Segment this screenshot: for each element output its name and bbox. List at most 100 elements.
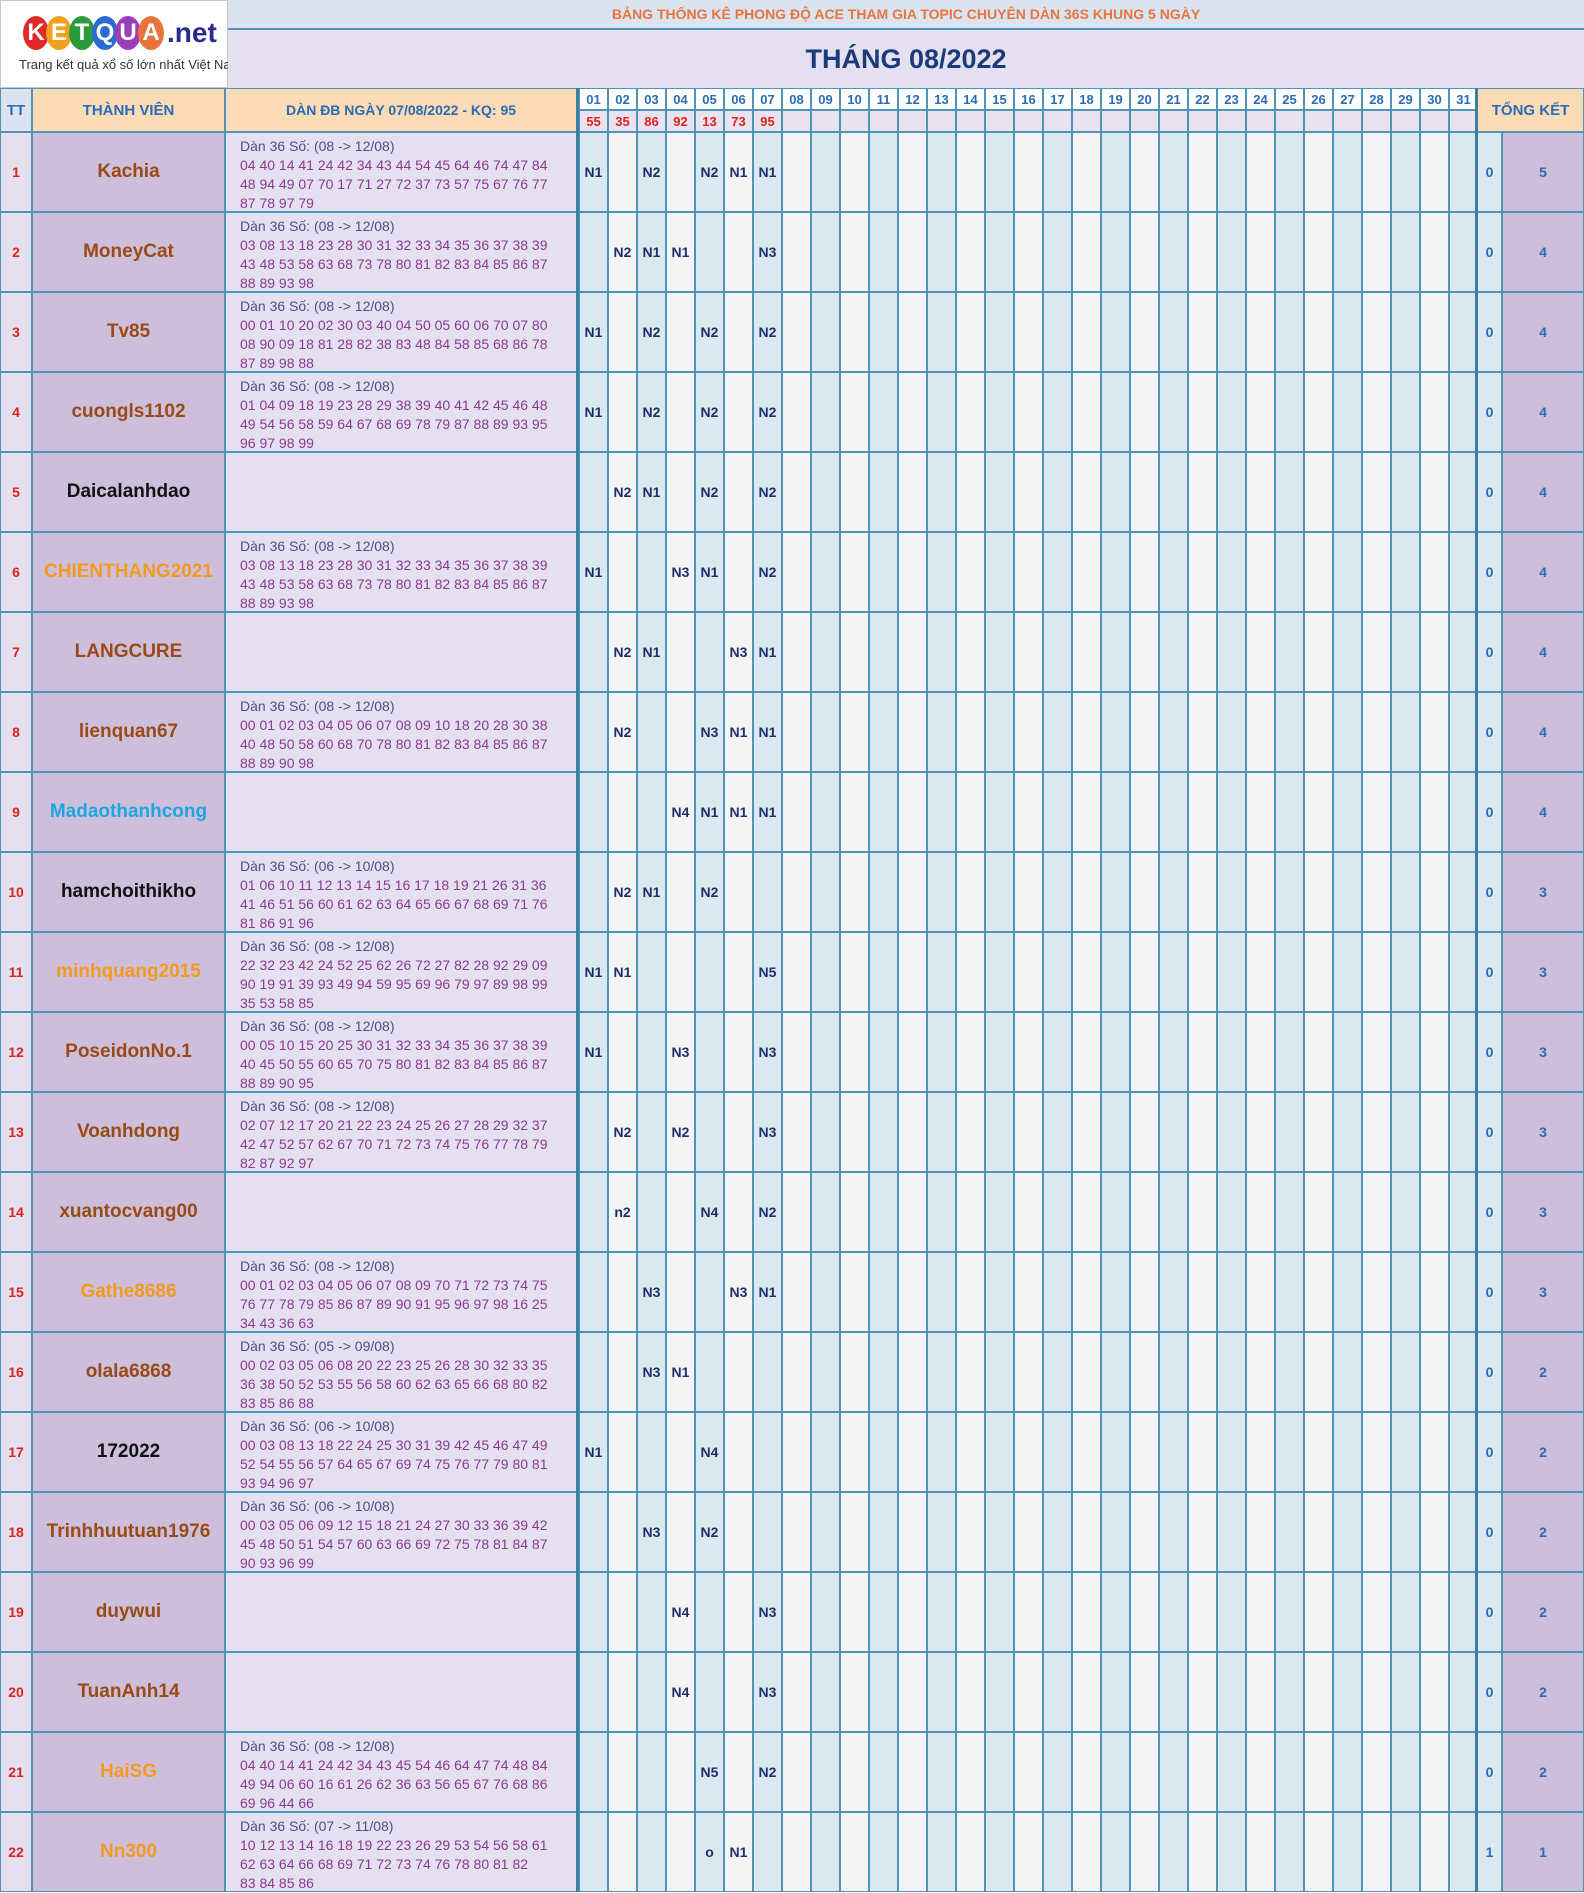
- day-cell: [811, 532, 840, 612]
- total-a: 0: [1477, 1412, 1502, 1492]
- day-cell: [1130, 1252, 1159, 1332]
- member-name: Trinhhuutuan1976: [32, 1492, 225, 1572]
- member-name: Voanhdong: [32, 1092, 225, 1172]
- day-cell: N1: [579, 1012, 608, 1092]
- member-name: xuantocvang00: [32, 1172, 225, 1252]
- day-cell: [1130, 132, 1159, 212]
- day-cell: [1014, 612, 1043, 692]
- day-cell: [724, 1012, 753, 1092]
- day-cell: [608, 1012, 637, 1092]
- day-cell: [1362, 692, 1391, 772]
- day-cell: [724, 452, 753, 532]
- day-cell: [985, 532, 1014, 612]
- day-cell: [1275, 1012, 1304, 1092]
- day-cell: [1420, 452, 1449, 532]
- day-cell: [927, 612, 956, 692]
- dan-cell: Dàn 36 Số: (08 -> 12/08) 04 40 14 41 24 4…: [225, 132, 577, 212]
- day-cell: [1043, 452, 1072, 532]
- day-cell: [1391, 772, 1420, 852]
- day-cell: [956, 1172, 985, 1252]
- row-number: 10: [0, 852, 32, 932]
- total-a: 0: [1477, 532, 1502, 612]
- day-cell: [782, 1332, 811, 1412]
- dan-cell: Dàn 36 Số: (08 -> 12/08) 22 32 23 42 24 5…: [225, 932, 577, 1012]
- day-cell: [956, 852, 985, 932]
- day-cell: [637, 692, 666, 772]
- day-cell: [1159, 1092, 1188, 1172]
- ketqua-logo[interactable]: K E T Q U A .net Trang kết quả xổ số lớn nhất …: [0, 0, 241, 88]
- day-cell: N3: [753, 212, 782, 292]
- day-cell: N3: [753, 1012, 782, 1092]
- day-cell: [1217, 612, 1246, 692]
- day-cell: [1275, 692, 1304, 772]
- day-cell: [1275, 1332, 1304, 1412]
- day-cell: [695, 1572, 724, 1652]
- member-name: 172022: [32, 1412, 225, 1492]
- total-a: 0: [1477, 692, 1502, 772]
- day-cell: [1014, 1332, 1043, 1412]
- dan-cell: Dàn 36 Số: (08 -> 12/08) 00 05 10 15 20 2…: [225, 1012, 577, 1092]
- total-a: 0: [1477, 132, 1502, 212]
- day-cell: [1043, 1492, 1072, 1572]
- day-cell: [869, 772, 898, 852]
- member-name: Gathe8686: [32, 1252, 225, 1332]
- logo-suffix: .net: [167, 17, 217, 48]
- day-cell: [1304, 1332, 1333, 1412]
- day-cell: [666, 1252, 695, 1332]
- day-cell: [1246, 292, 1275, 372]
- row-number: 19: [0, 1572, 32, 1652]
- day-cell: [782, 1812, 811, 1892]
- day-cell: [666, 1412, 695, 1492]
- logo-letter: E: [46, 16, 72, 50]
- day-cell: [724, 532, 753, 612]
- day-cell: [1420, 612, 1449, 692]
- day-cell: [1188, 1412, 1217, 1492]
- day-cell: N4: [666, 1652, 695, 1732]
- day-cell: [1420, 532, 1449, 612]
- day-cell: [956, 1572, 985, 1652]
- day-cell: [1188, 1572, 1217, 1652]
- day-result: [1072, 110, 1101, 132]
- day-cell: [1014, 532, 1043, 612]
- day-cell: [1130, 692, 1159, 772]
- day-cell: [1420, 1412, 1449, 1492]
- day-cell: [1130, 452, 1159, 532]
- day-cell: [1043, 532, 1072, 612]
- day-cell: N1: [724, 1812, 753, 1892]
- day-cell: [1159, 212, 1188, 292]
- day-cell: [927, 1572, 956, 1652]
- day-cell: [1449, 1492, 1478, 1572]
- day-cell: [1072, 1732, 1101, 1812]
- day-cell: [1217, 132, 1246, 212]
- day-cell: [1246, 532, 1275, 612]
- day-cell: [840, 532, 869, 612]
- day-cell: [1362, 1012, 1391, 1092]
- day-cell: [1246, 1572, 1275, 1652]
- day-cell: [811, 1572, 840, 1652]
- day-cell: [782, 1012, 811, 1092]
- day-cell: [724, 1332, 753, 1412]
- day-cell: [666, 1172, 695, 1252]
- day-cell: [1362, 1332, 1391, 1412]
- day-cell: [1449, 532, 1478, 612]
- dan-cell: [225, 772, 577, 852]
- day-cell: [956, 452, 985, 532]
- day-cell: [927, 1492, 956, 1572]
- day-cell: N2: [608, 852, 637, 932]
- day-cell: [1362, 532, 1391, 612]
- day-cell: [782, 692, 811, 772]
- dan-numbers: 00 01 10 20 02 30 03 40 04 50 05 60 06 7…: [240, 317, 548, 371]
- dan-cell: Dàn 36 Số: (06 -> 10/08) 00 03 08 13 18 2…: [225, 1412, 577, 1492]
- day-cell: [1101, 372, 1130, 452]
- day-header: 18: [1072, 88, 1101, 110]
- day-cell: [695, 1252, 724, 1332]
- day-cell: N1: [666, 212, 695, 292]
- day-cell: [898, 1332, 927, 1412]
- day-result: [956, 110, 985, 132]
- day-cell: [608, 1732, 637, 1812]
- dan-title: Dàn 36 Số: (08 -> 12/08): [240, 1018, 395, 1034]
- day-cell: [1188, 452, 1217, 532]
- day-cell: [1362, 852, 1391, 932]
- day-header: 23: [1217, 88, 1246, 110]
- day-cell: N3: [637, 1332, 666, 1412]
